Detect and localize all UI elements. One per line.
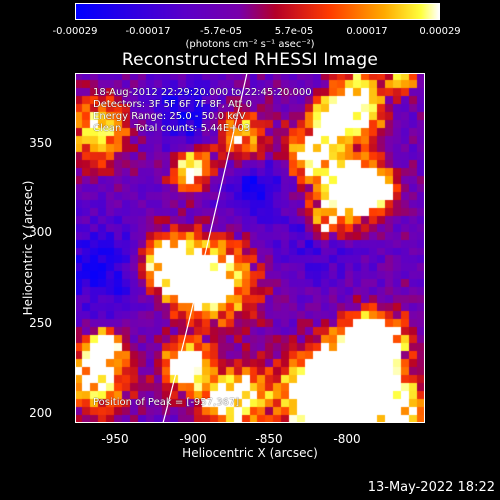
y-axis-label: Heliocentric Y (arcsec) xyxy=(21,180,35,316)
x-tick: -950 xyxy=(101,432,129,446)
annotation-clean: Clean Total counts: 5.44E+03 xyxy=(93,123,251,134)
colorbar-tick: 0.00029 xyxy=(419,26,461,37)
colorbar-units: (photons cm⁻² s⁻¹ asec⁻²) xyxy=(185,39,315,50)
colorbar-tick: 5.7e-05 xyxy=(274,26,314,37)
solar-limb-line xyxy=(162,73,248,423)
annotation-time: 18-Aug-2012 22:29:20.000 to 22:45:20.000 xyxy=(93,87,312,98)
footer-timestamp: 13-May-2022 18:22 xyxy=(367,480,495,495)
colorbar-tick: -5.7e-05 xyxy=(200,26,242,37)
x-tick: -800 xyxy=(333,432,361,446)
image-title: Reconstructed RHESSI Image xyxy=(121,50,379,70)
limb-overlay xyxy=(162,73,248,423)
x-tick: -850 xyxy=(255,432,283,446)
colorbar xyxy=(75,3,440,20)
x-axis-label: Heliocentric X (arcsec) xyxy=(182,446,318,460)
image-pixels xyxy=(75,73,425,423)
annotation-detectors: Detectors: 3F 5F 6F 7F 8F, Att 0 xyxy=(93,99,253,110)
rhessi-image xyxy=(75,73,425,423)
colorbar-tick: -0.00017 xyxy=(125,26,171,37)
colorbar-tick: -0.00029 xyxy=(52,26,98,37)
x-tick: -900 xyxy=(179,432,207,446)
y-tick: 300 xyxy=(29,225,52,239)
annotation-energy: Energy Range: 25.0 - 50.0 keV xyxy=(93,111,246,122)
y-tick: 200 xyxy=(29,406,52,420)
y-tick: 350 xyxy=(29,136,52,150)
colorbar-tick: 0.00017 xyxy=(346,26,388,37)
y-tick: 250 xyxy=(29,316,52,330)
annotation-peak: Position of Peak = [-957,367] xyxy=(93,397,240,408)
